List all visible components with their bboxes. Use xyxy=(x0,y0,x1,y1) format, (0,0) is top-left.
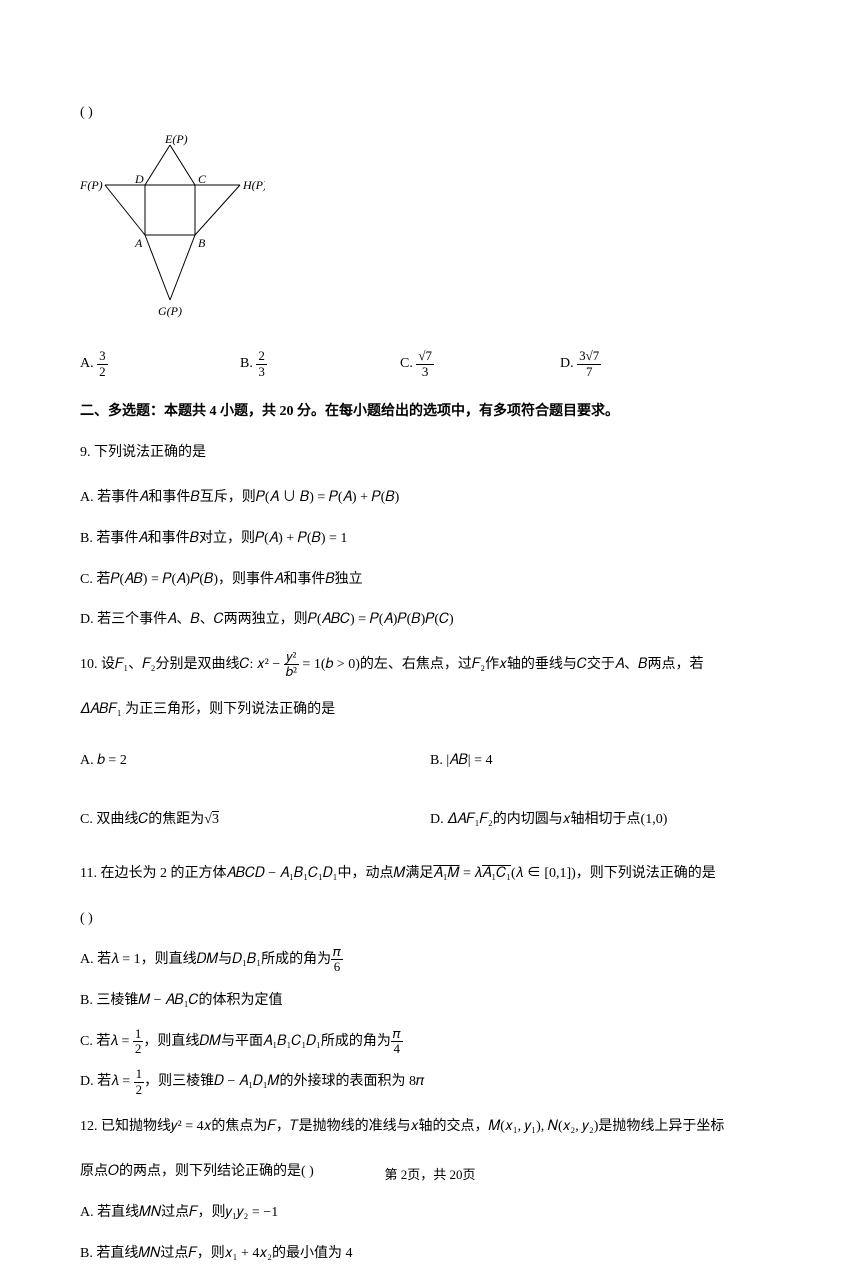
option-b: B. 23 xyxy=(240,349,400,379)
q10-stem-2: 𝛥𝐴𝐵𝐹₁ 为正三角形，则下列说法正确的是 xyxy=(80,695,780,726)
label-G: G(P) xyxy=(158,304,182,318)
q12-stem-1: 12. 已知抛物线𝑦² = 4𝑥的焦点为𝐹，𝑇是抛物线的准线与𝑥轴的交点，𝑀(𝑥… xyxy=(80,1112,780,1143)
q10-d: D. 𝛥𝐴𝐹₁𝐹₂的内切圆与𝑥轴相切于点(1,0) xyxy=(430,805,780,836)
q12-b: B. 若直线𝑀𝑁过点𝐹，则𝑥₁ + 4𝑥₂的最小值为 4 xyxy=(80,1239,780,1269)
label-D: D xyxy=(134,172,144,186)
q11-paren: ( ) xyxy=(80,904,780,935)
q9-d: D. 若三个事件𝐴、𝐵、𝐶两两独立，则𝑃(𝐴𝐵𝐶) = 𝑃(𝐴)𝑃(𝐵)𝑃(𝐶) xyxy=(80,605,780,636)
label-A: A xyxy=(134,236,143,250)
q10-b: B. |𝐴𝐵| = 4 xyxy=(430,746,780,777)
q11-d: D. 若𝜆 = 12，则三棱锥𝐷 − 𝐴₁𝐷₁𝑀的外接球的表面积为 8𝜋 xyxy=(80,1067,780,1098)
q11-c: C. 若𝜆 = 12，则直线𝐷𝑀与平面𝐴₁𝐵₁𝐶₁𝐷₁所成的角为𝜋4 xyxy=(80,1027,780,1058)
q8-options: A. 32 B. 23 C. √73 D. 3√77 xyxy=(80,349,780,379)
label-C: C xyxy=(198,172,207,186)
section-2-title: 二、多选题：本题共 4 小题，共 20 分。在每小题给出的选项中，有多项符合题目… xyxy=(80,399,780,424)
q12-a: A. 若直线𝑀𝑁过点𝐹，则𝑦₁𝑦₂ = −1 xyxy=(80,1198,780,1229)
label-F: F(P) xyxy=(80,178,103,192)
label-H: H(P) xyxy=(242,178,265,192)
option-d: D. 3√77 xyxy=(560,349,720,379)
q11-stem: 11. 在边长为 2 的正方体𝐴𝐵𝐶𝐷 − 𝐴₁𝐵₁𝐶₁𝐷₁中，动点𝑀满足𝐴₁𝑀… xyxy=(80,859,780,890)
q10-stem: 10. 设𝐹₁、𝐹₂分别是双曲线𝐶: 𝑥² − 𝑦²𝑏² = 1(𝑏 > 0)的… xyxy=(80,650,780,681)
geometry-diagram: E(P) F(P) H(P) G(P) A B C D xyxy=(80,135,780,334)
q9-a: A. 若事件𝐴和事件𝐵互斥，则𝑃(𝐴 ∪ 𝐵) = 𝑃(𝐴) + 𝑃(𝐵) xyxy=(80,483,780,514)
page-footer: 第 2页，共 20页 xyxy=(0,1163,860,1186)
q11-b: B. 三棱锥𝑀 − 𝐴𝐵₁𝐶的体积为定值 xyxy=(80,986,780,1017)
q10-c: C. 双曲线𝐶的焦距为√3 xyxy=(80,805,430,836)
question-paren: ( ) xyxy=(80,100,780,125)
q9-stem: 9. 下列说法正确的是 xyxy=(80,438,780,469)
label-E: E(P) xyxy=(164,135,188,146)
option-a: A. 32 xyxy=(80,349,240,379)
q9-c: C. 若𝑃(𝐴𝐵) = 𝑃(𝐴)𝑃(𝐵)，则事件𝐴和事件𝐵独立 xyxy=(80,565,780,596)
q10-a: A. 𝑏 = 2 xyxy=(80,746,430,777)
q9-b: B. 若事件𝐴和事件𝐵对立，则𝑃(𝐴) + 𝑃(𝐵) = 1 xyxy=(80,524,780,555)
q11-a: A. 若𝜆 = 1，则直线𝐷𝑀与𝐷₁𝐵₁所成的角为𝜋6 xyxy=(80,945,780,976)
label-B: B xyxy=(198,236,206,250)
option-c: C. √73 xyxy=(400,349,560,379)
